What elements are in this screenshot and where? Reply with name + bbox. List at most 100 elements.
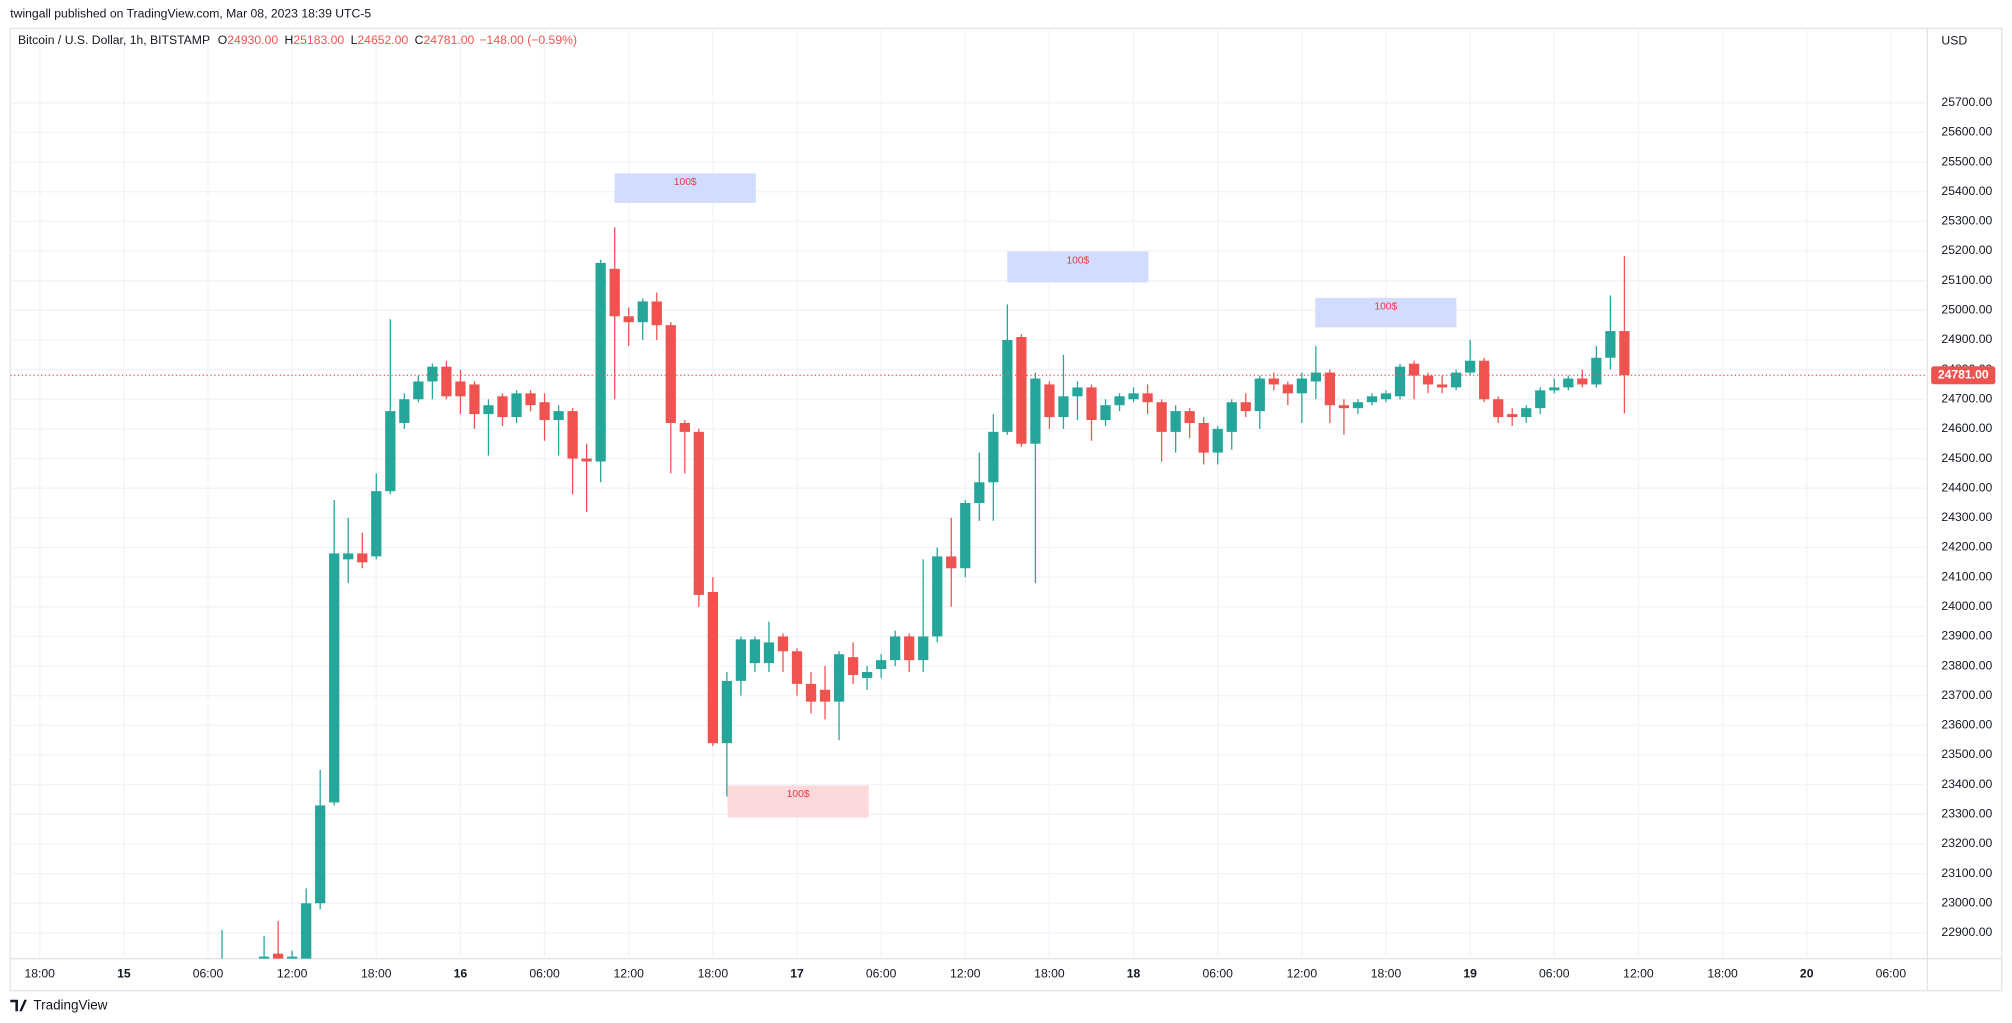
ohlc-value: 24781.00	[423, 33, 474, 47]
candle-body	[904, 636, 915, 661]
candle-body	[511, 393, 522, 418]
candle-body	[1184, 411, 1195, 423]
candle-body	[1310, 372, 1322, 382]
candle-body	[805, 683, 817, 702]
y-tick-label: 25400.00	[1941, 184, 1992, 198]
candle-body	[1142, 393, 1153, 403]
ohlc-key: L	[351, 33, 358, 47]
candle-body	[1198, 422, 1209, 453]
x-tick-label: 17	[790, 966, 804, 980]
x-tick-label: 18	[1127, 966, 1141, 980]
candle-body	[413, 381, 424, 400]
footer-text: TradingView	[33, 998, 107, 1013]
candle-body	[483, 405, 494, 415]
x-tick-label: 19	[1463, 966, 1477, 980]
y-tick-label: 23200.00	[1941, 836, 1992, 850]
candle-body	[553, 411, 564, 421]
candle-body	[1016, 337, 1027, 444]
x-tick-label: 12:00	[277, 966, 308, 980]
annotation-box	[1007, 251, 1149, 283]
candle-body	[861, 672, 873, 678]
candle-body	[287, 956, 298, 959]
candle-body	[441, 366, 452, 397]
y-tick-label: 25200.00	[1941, 243, 1992, 257]
y-tick-label: 24200.00	[1941, 540, 1992, 554]
candle-body	[1535, 390, 1546, 409]
y-tick-label: 24300.00	[1941, 510, 1992, 524]
candle-body	[637, 301, 648, 323]
y-tick-label: 24700.00	[1941, 391, 1992, 405]
y-tick-label: 25100.00	[1941, 273, 1992, 287]
last-price-label: 24781.00	[1938, 367, 1989, 381]
legend: Bitcoin / U.S. Dollar, 1h, BITSTAMP O2493…	[18, 33, 577, 47]
candle-body	[1577, 378, 1588, 385]
candle-body	[665, 325, 676, 423]
candle-body	[1030, 378, 1041, 444]
candle-body	[301, 903, 312, 959]
candle-body	[1366, 396, 1378, 403]
y-tick-label: 22900.00	[1941, 925, 1992, 939]
candle-body	[1352, 402, 1364, 409]
candle-body	[1521, 408, 1532, 418]
candle-body	[1493, 399, 1504, 418]
candle-body	[1549, 387, 1560, 391]
y-tick-label: 24100.00	[1941, 569, 1992, 583]
candle-body	[1324, 372, 1336, 406]
y-tick-label: 24600.00	[1941, 421, 1992, 435]
y-tick-label: 23100.00	[1941, 866, 1992, 880]
pane-frame	[9, 27, 2003, 992]
ohlc-key: H	[285, 33, 294, 47]
candle-body	[1296, 378, 1307, 394]
candle-body	[1100, 405, 1111, 421]
annotation-box	[1315, 297, 1457, 328]
candle-body	[1380, 393, 1392, 400]
candle-body	[721, 680, 733, 744]
byline: twingall published on TradingView.com, M…	[10, 6, 371, 20]
y-tick-label: 25500.00	[1941, 154, 1992, 168]
candle-body	[399, 399, 410, 423]
candle-body	[315, 805, 326, 904]
x-tick-label: 12:00	[1623, 966, 1654, 980]
x-tick-label: 18:00	[1371, 966, 1402, 980]
candle-body	[1479, 360, 1490, 400]
candle-body	[932, 556, 943, 637]
x-tick-label: 18:00	[1707, 966, 1738, 980]
y-tick-label: 23600.00	[1941, 718, 1992, 732]
y-tick-label: 24400.00	[1941, 480, 1992, 494]
candle-body	[385, 411, 396, 492]
candle-body	[1408, 363, 1420, 376]
candle-body	[819, 689, 831, 702]
ohlc-key: C	[415, 33, 424, 47]
axes: 22900.00 23000.00 23100.00 23200.00 23300.00…	[24, 95, 1996, 980]
candle-body	[1563, 378, 1574, 388]
candle-body	[1394, 366, 1406, 397]
last-price-tag	[1931, 366, 1996, 385]
grid	[10, 28, 1928, 959]
candle-body	[1338, 405, 1350, 409]
x-tick-label: 06:00	[866, 966, 897, 980]
candle-body	[1465, 360, 1476, 373]
y-tick-label: 23300.00	[1941, 807, 1992, 821]
x-tick-label: 06:00	[1876, 966, 1907, 980]
candle-body	[258, 956, 270, 959]
candle-body	[946, 556, 957, 569]
x-tick-label: 18:00	[24, 966, 55, 980]
candle-body	[525, 393, 536, 406]
candle-body	[777, 636, 789, 652]
candle-body	[890, 636, 901, 661]
candle-body	[427, 366, 438, 382]
candle-body	[272, 953, 284, 959]
candle-body	[595, 262, 606, 462]
ohlc-value: 24652.00	[357, 33, 408, 47]
x-tick-label: 18:00	[1034, 966, 1065, 980]
candle-body	[735, 639, 747, 681]
candle-body	[581, 458, 592, 462]
candle-body	[469, 384, 480, 415]
ohlc-change: −148.00 (−0.59%)	[479, 33, 577, 47]
candle-body	[1240, 402, 1251, 412]
candle-body	[749, 639, 761, 664]
candle-body	[329, 553, 340, 803]
candle-body	[1282, 384, 1293, 394]
